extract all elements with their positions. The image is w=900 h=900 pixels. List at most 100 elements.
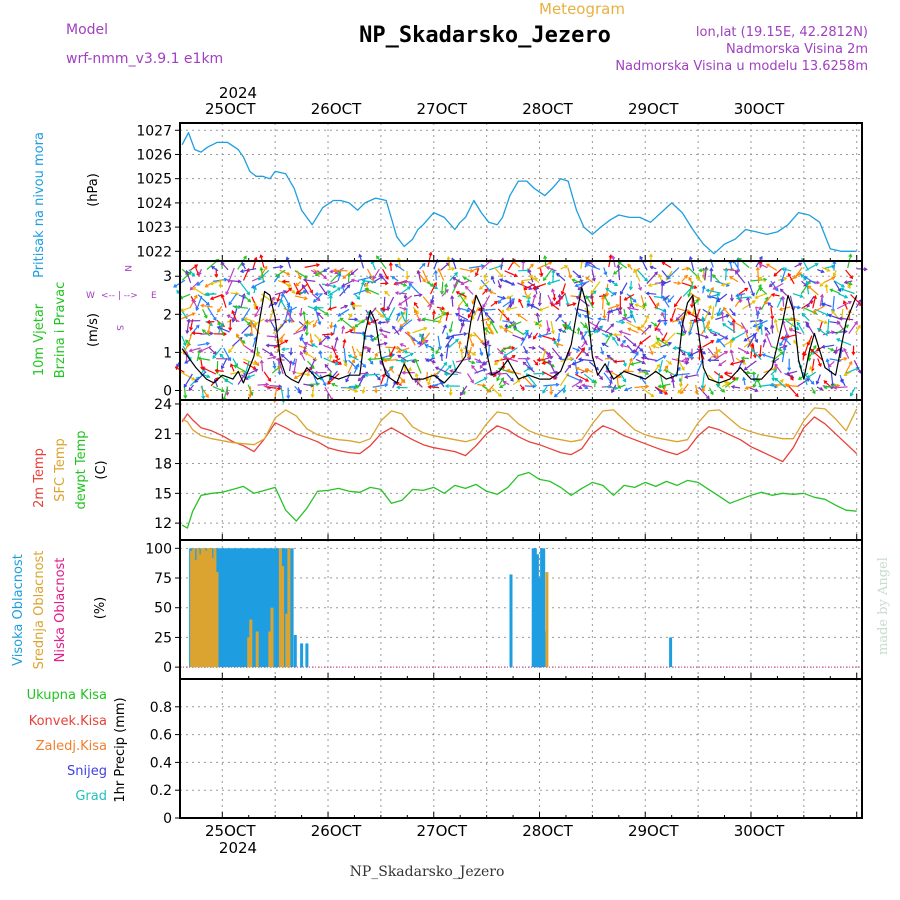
lonlat-text: lon,lat (19.15E, 42.2812N) <box>696 25 868 40</box>
wind-arrow <box>441 325 447 334</box>
wind-arrow-head <box>253 301 258 306</box>
wind-arrow <box>315 269 326 276</box>
wind-arrow <box>594 380 596 388</box>
wind-arrow <box>419 263 426 270</box>
wind-arrow-head <box>462 276 467 281</box>
wind-arrow-head <box>293 375 298 379</box>
wind-arrow <box>305 280 313 294</box>
wind-arrow <box>702 384 707 392</box>
wind-arrow <box>655 335 662 347</box>
wind-arrow <box>654 322 661 331</box>
wind-arrow-head <box>502 380 507 385</box>
wind-speed-line <box>181 287 858 384</box>
wind-arrow-head <box>472 351 477 356</box>
wind-arrow-head <box>431 359 437 364</box>
high-cloud-bar <box>220 548 224 668</box>
wind-arrow-head <box>743 337 748 342</box>
wind-arrow-head <box>198 348 203 353</box>
wind-arrow <box>493 266 504 278</box>
wind-arrow <box>641 357 657 362</box>
wind-arrow <box>713 350 728 361</box>
wind-arrow-head <box>276 298 281 303</box>
wind-arrow <box>242 358 257 365</box>
wind-arrow-head <box>614 386 619 391</box>
wind-arrow-head <box>654 327 659 332</box>
wind-arrow-head <box>228 327 233 332</box>
high-cloud-bar <box>269 548 273 668</box>
wind-arrow-head <box>317 321 322 326</box>
wind-arrow-head <box>303 274 308 279</box>
wind-arrow-head <box>496 377 501 382</box>
wind-arrow <box>211 266 219 272</box>
wind-arrow-head <box>487 323 491 328</box>
wind-arrow <box>195 295 203 311</box>
wind-arrow-head <box>611 389 615 394</box>
wind-arrow-head <box>605 292 610 297</box>
wind-arrow <box>609 371 622 378</box>
wind-arrow-head <box>209 296 214 301</box>
wind-arrow <box>463 276 473 283</box>
high-cloud-bar <box>267 548 271 668</box>
wind-arrow-head <box>546 354 551 359</box>
wind-arrow-head <box>608 380 613 384</box>
high-cloud-bar <box>233 548 237 668</box>
wind-arrow-head <box>774 377 779 382</box>
wind-arrow-head <box>656 363 661 368</box>
wind-arrow <box>552 270 554 284</box>
wind-arrow <box>607 354 616 362</box>
wind-arrow-head <box>279 298 284 303</box>
wind-arrow <box>572 347 580 352</box>
wind-arrow-head <box>729 297 734 302</box>
wind-arrow-head <box>424 377 429 382</box>
wind-arrow-head <box>843 280 848 285</box>
wind-arrow-head <box>396 385 401 390</box>
watermark: made by Angel <box>876 557 891 655</box>
wind-arrow-head <box>394 291 399 296</box>
wind-arrow-head <box>685 361 690 366</box>
wind-arrow-head <box>528 334 532 339</box>
wind-arrow <box>455 313 469 321</box>
wind-arrow-head <box>416 269 421 274</box>
wind-arrow-head <box>510 377 514 382</box>
wind-arrow <box>787 384 799 397</box>
wind-arrow <box>395 312 400 321</box>
wind-arrow-head <box>606 354 611 359</box>
wind-arrow <box>279 269 290 276</box>
high-cloud-bar <box>218 548 222 668</box>
wind-arrow-head <box>184 360 189 364</box>
wind-arrow-head <box>803 352 807 357</box>
wind-arrow <box>535 319 543 326</box>
wind-arrow <box>494 357 503 365</box>
wind-arrow-head <box>444 384 449 389</box>
wind-arrow-head <box>482 304 486 309</box>
wind-arrow <box>672 379 675 389</box>
wind-arrow <box>408 282 420 294</box>
mid-cloud-bar <box>204 550 208 668</box>
wind-arrow-head <box>471 360 476 365</box>
wind-arrow-head <box>699 348 704 353</box>
wind-arrow-head <box>715 339 720 343</box>
wind-arrow-head <box>555 382 560 387</box>
wind-arrow-head <box>421 317 426 322</box>
wind-arrow-head <box>424 339 429 344</box>
wind-arrow <box>343 348 347 364</box>
wind-arrow-head <box>688 255 693 260</box>
wind-arrow-head <box>562 389 567 394</box>
wind-arrow-head <box>298 312 303 317</box>
wind-arrow <box>549 371 558 374</box>
wind-arrow <box>712 274 720 283</box>
wind-arrow <box>547 279 561 285</box>
wind-arrow-head <box>716 383 721 388</box>
wind-arrow <box>612 337 619 346</box>
wind-arrow-head <box>511 346 516 351</box>
wind-arrow <box>848 321 858 334</box>
wind-arrow-head <box>310 365 315 369</box>
wind-arrow-head <box>694 390 699 395</box>
wind-arrow-head <box>606 302 610 307</box>
wind-arrow-head <box>342 338 347 343</box>
mid-cloud-bar <box>249 619 253 668</box>
wind-arrow-head <box>584 263 589 267</box>
wind-arrow <box>796 378 810 388</box>
wind-arrow <box>275 269 286 277</box>
wind-arrow-head <box>759 318 764 323</box>
